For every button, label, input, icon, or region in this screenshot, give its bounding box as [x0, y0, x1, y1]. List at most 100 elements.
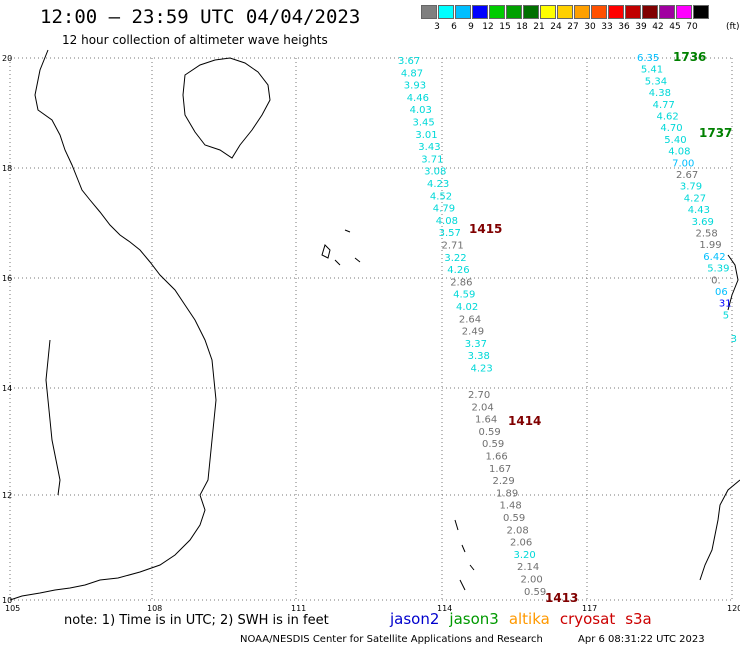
wave-height-value: 4.23 — [471, 364, 493, 375]
satellite-cryosat: cryosat — [559, 610, 616, 628]
wave-height-value: 3.20 — [514, 550, 536, 561]
legend-level-label: 27 — [567, 22, 579, 32]
wave-height-value: 4.03 — [410, 105, 432, 116]
wave-height-value: 2.08 — [507, 525, 529, 536]
wave-height-value: 1.67 — [489, 464, 511, 475]
wave-height-value: 1.66 — [486, 452, 508, 463]
spratly-islands — [454, 519, 475, 591]
gulf-coast-west — [45, 339, 61, 496]
legend-level-label: 3 — [434, 22, 440, 32]
wave-height-value: 0.59 — [503, 513, 525, 524]
wave-height-value: 6.35 — [637, 53, 659, 64]
wave-height-value: 2.29 — [493, 476, 515, 487]
wave-height-value: 3.08 — [424, 167, 446, 178]
wave-height-value: 5.41 — [641, 65, 663, 76]
wave-height-value: 3.79 — [680, 182, 702, 193]
legend-swatch — [455, 5, 471, 19]
legend-level-label: 39 — [635, 22, 647, 32]
lon-tick-label: 120 — [727, 604, 740, 613]
wave-height-value: 0. — [711, 275, 721, 286]
track-label-1414: 1414 — [508, 414, 541, 428]
wave-height-value: 4.59 — [453, 290, 475, 301]
wave-height-value: 1.64 — [475, 415, 497, 426]
legend-level-label: 36 — [618, 22, 630, 32]
wave-height-value: 5.34 — [645, 76, 667, 87]
legend-level-label: 15 — [499, 22, 511, 32]
legend-swatch — [591, 5, 607, 19]
wave-height-value: 5 — [723, 310, 729, 321]
satellite-jason2: jason2 — [390, 610, 440, 628]
wave-height-value: 1.99 — [699, 240, 721, 251]
lon-tick-label: 111 — [291, 604, 306, 613]
legend-level-label: 24 — [550, 22, 562, 32]
legend-swatch — [608, 5, 624, 19]
generation-timestamp: Apr 6 08:31:22 UTC 2023 — [578, 634, 705, 645]
wave-height-value: 3.67 — [398, 56, 420, 67]
track-label-1415: 1415 — [469, 222, 502, 236]
wave-height-value: 0.59 — [479, 427, 501, 438]
wave-height-value: 2.00 — [521, 575, 543, 586]
wave-height-value: 3.57 — [439, 228, 461, 239]
wave-height-value: 2.67 — [676, 170, 698, 181]
wave-height-value: 0.59 — [524, 587, 546, 598]
legend-level-label: 12 — [482, 22, 494, 32]
wave-height-value: 2.58 — [696, 229, 718, 240]
lat-tick-label: 16 — [2, 274, 12, 283]
satellite-legend: jason2 jason3 altika cryosat s3a — [390, 610, 662, 628]
legend-swatch — [540, 5, 556, 19]
wave-height-value: 1.48 — [500, 501, 522, 512]
wave-height-value: 0.59 — [482, 439, 504, 450]
legend-level-label: 9 — [468, 22, 474, 32]
wave-height-value: 2.49 — [462, 327, 484, 338]
wave-height-value: 2.86 — [450, 277, 472, 288]
lat-tick-label: 14 — [2, 384, 12, 393]
legend-level-label: 18 — [516, 22, 528, 32]
vietnam-coastline — [9, 49, 217, 601]
coastline — [9, 49, 740, 601]
lon-tick-label: 108 — [147, 604, 162, 613]
wave-height-value: 3 — [731, 334, 737, 345]
wave-height-value: 4.27 — [684, 193, 706, 204]
wave-height-value: 5.40 — [664, 135, 686, 146]
philippines-coast — [727, 254, 739, 311]
legend-swatch — [523, 5, 539, 19]
legend-swatch — [506, 5, 522, 19]
wave-height-value: 4.62 — [657, 112, 679, 123]
legend-level-label: 30 — [584, 22, 596, 32]
palawan-coast — [699, 479, 740, 581]
legend-swatch — [659, 5, 675, 19]
legend-swatch — [438, 5, 454, 19]
wave-height-value: 4.77 — [653, 100, 675, 111]
wave-height-value: 4.08 — [436, 216, 458, 227]
credit-text: NOAA/NESDIS Center for Satellite Applica… — [240, 634, 543, 645]
lon-tick-label: 117 — [582, 604, 597, 613]
legend-swatch — [574, 5, 590, 19]
wave-height-value: 3.69 — [692, 217, 714, 228]
paracel-islands — [321, 229, 361, 266]
wave-height-value: 3.37 — [465, 339, 487, 350]
footer-note: note: 1) Time is in UTC; 2) SWH is in fe… — [64, 613, 329, 628]
wave-height-value: 2.70 — [468, 390, 490, 401]
wave-height-value: 2.14 — [517, 562, 539, 573]
satellite-altika: altika — [508, 610, 550, 628]
legend-swatch — [625, 5, 641, 19]
track-label-1413: 1413 — [545, 591, 578, 605]
track-label-1736: 1736 — [673, 50, 706, 64]
wave-height-value: 3.93 — [404, 81, 426, 92]
legend-swatch — [676, 5, 692, 19]
wave-height-value: 3.43 — [418, 142, 440, 153]
lat-tick-label: 12 — [2, 491, 12, 500]
wave-height-value: 2.64 — [459, 314, 481, 325]
wave-height-value: 4.46 — [407, 93, 429, 104]
wave-height-value: 4.43 — [688, 205, 710, 216]
satellite-jason3: jason3 — [449, 610, 499, 628]
lat-tick-label: 20 — [2, 54, 12, 63]
wave-height-value: 4.08 — [668, 147, 690, 158]
legend-level-label: 33 — [601, 22, 613, 32]
wave-height-value: 3.71 — [421, 154, 443, 165]
wave-height-value: 4.52 — [430, 191, 452, 202]
wave-height-value: 3.45 — [413, 118, 435, 129]
legend-swatch — [421, 5, 437, 19]
legend-level-label: 45 — [669, 22, 681, 32]
legend-swatch — [489, 5, 505, 19]
